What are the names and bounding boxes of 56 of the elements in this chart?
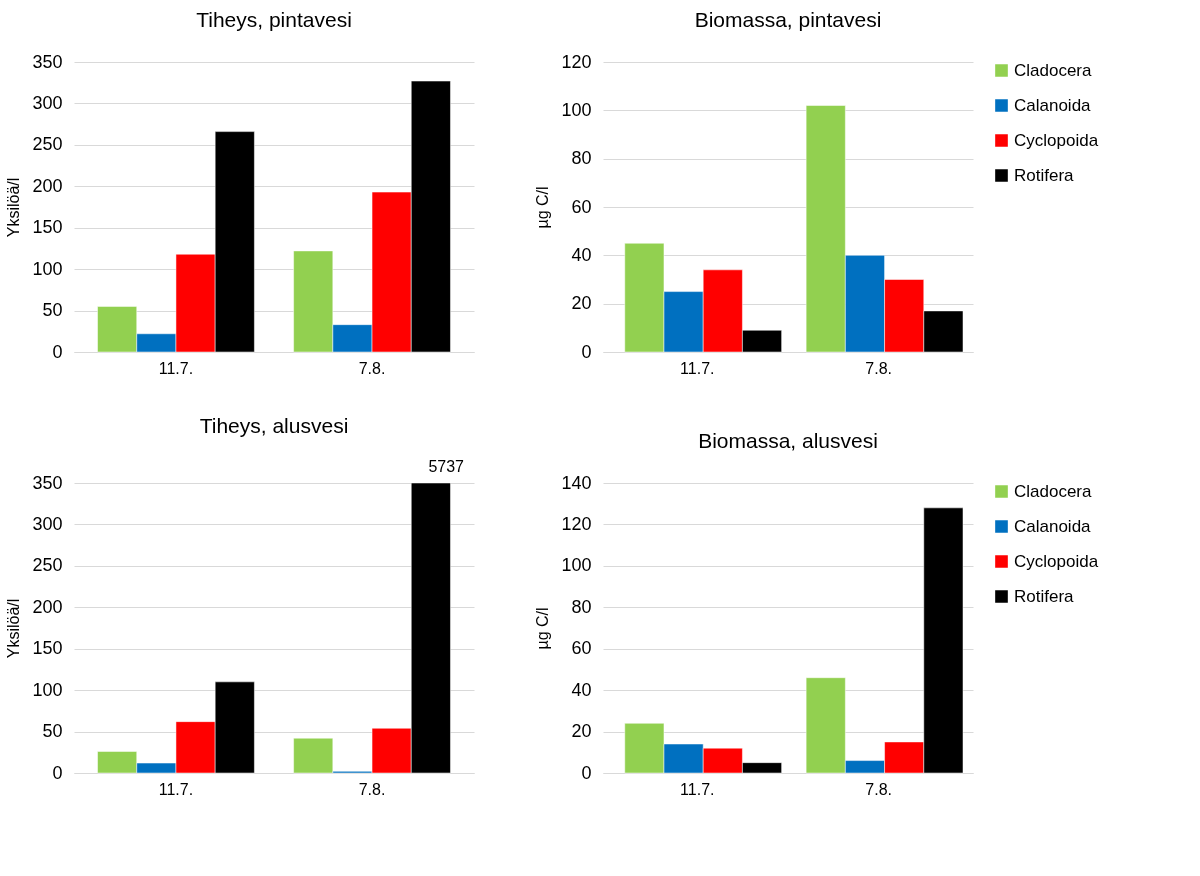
y-tick-label: 0 [52,762,63,783]
y-tick-label: 0 [52,341,63,362]
y-tick-label: 350 [32,472,63,493]
y-tick-label: 300 [32,513,63,534]
text: 5737 [428,458,465,475]
y-tick-label: 200 [32,175,63,196]
y-tick-label: 50 [42,721,63,742]
x-tick-label: 7.8. [358,780,386,798]
legend-label: Rotifera [1014,586,1075,606]
y-tick-label: 150 [32,638,63,659]
chart-title: Tiheys, pintavesi [196,8,352,31]
legend-label: Rotifera [1014,165,1075,185]
y-axis-title: Yksilöä/l [5,177,23,238]
y-tick-label: 140 [561,472,592,493]
y-tick-label: 150 [32,217,63,238]
legend-label: Cladocera [1014,481,1093,501]
y-tick-label: 40 [571,679,592,700]
y-tick-label: 0 [581,762,592,783]
y-tick-label: 0 [581,341,592,362]
y-tick-label: 40 [571,244,592,265]
y-tick-label: 80 [571,148,592,169]
y-tick-label: 100 [561,555,592,576]
x-tick-label: 11.7. [158,359,194,377]
y-tick-label: 120 [561,51,592,72]
x-tick-label: 11.7. [680,780,715,798]
legend-label: Calanoida [1014,516,1092,536]
y-tick-label: 100 [32,258,63,279]
y-tick-label: 50 [42,300,63,321]
y-tick-label: 100 [32,679,63,700]
chart-title: Biomassa, pintavesi [694,8,882,31]
y-tick-label: 80 [571,596,592,617]
y-tick-label: 200 [32,596,63,617]
y-axis-title: µg C/l [534,607,552,650]
x-tick-label: 11.7. [158,780,194,798]
y-tick-label: 60 [571,638,592,659]
y-tick-label: 250 [32,555,63,576]
x-tick-label: 7.8. [358,359,386,377]
legend-label: Cyclopoida [1014,551,1099,571]
x-tick-label: 7.8. [865,780,893,798]
y-tick-label: 100 [561,99,592,120]
y-tick-label: 20 [571,721,592,742]
y-tick-label: 300 [32,92,63,113]
y-tick-label: 250 [32,134,63,155]
y-tick-label: 60 [571,196,592,217]
legend-label: Cladocera [1014,60,1093,80]
x-tick-label: 7.8. [865,359,893,377]
y-tick-label: 20 [571,293,592,314]
y-axis-title: Yksilöä/l [5,598,23,659]
legend-label: Calanoida [1014,95,1092,115]
legend-label: Cyclopoida [1014,130,1099,150]
x-tick-label: 11.7. [680,359,715,377]
chart-title: Biomassa, alusvesi [698,429,878,452]
chart-title: Tiheys, alusvesi [199,414,349,437]
y-tick-label: 350 [32,51,63,72]
y-tick-label: 120 [561,513,592,534]
y-axis-title: µg C/l [534,186,552,229]
